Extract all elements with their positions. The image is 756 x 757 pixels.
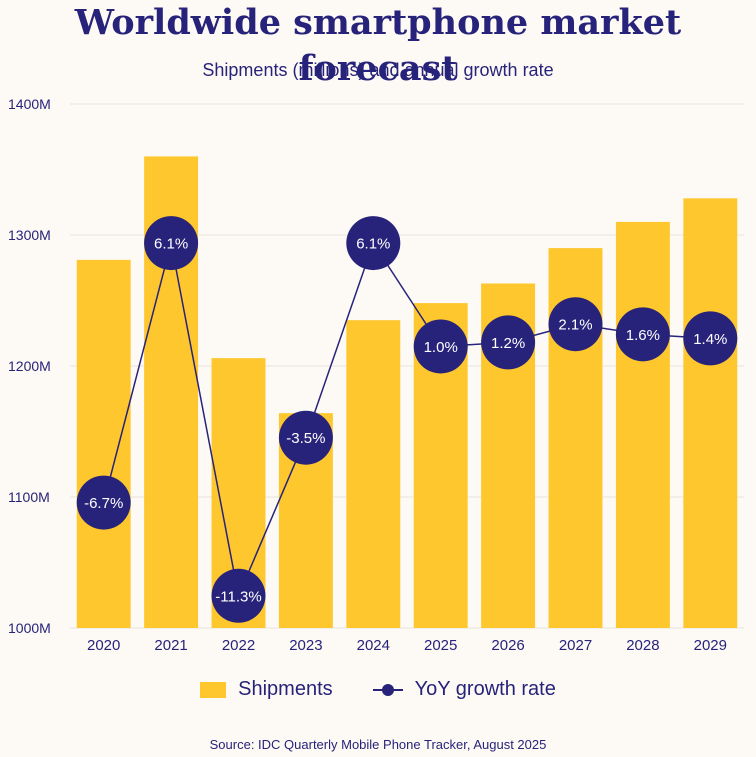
growth-data-label: -6.7% xyxy=(84,495,123,512)
shipments-bar xyxy=(346,320,401,628)
y-tick-label: 1100M xyxy=(8,489,50,505)
shipments-bar xyxy=(76,259,131,628)
growth-marker xyxy=(346,216,401,271)
growth-marker xyxy=(413,319,468,374)
shipments-bar xyxy=(683,198,738,628)
growth-marker xyxy=(481,315,536,370)
x-tick-label: 2023 xyxy=(289,637,322,654)
y-tick-label: 1200M xyxy=(8,358,51,374)
growth-marker xyxy=(76,475,131,530)
x-tick-label: 2027 xyxy=(559,637,592,654)
growth-data-label: 1.4% xyxy=(693,331,727,348)
chart-title: Worldwide smartphone market forecast xyxy=(74,2,682,89)
y-tick-label: 1000M xyxy=(8,620,51,636)
y-axis: 1000M 1100M 1200M 1300M 1400M xyxy=(8,96,51,636)
growth-marker xyxy=(144,216,199,271)
x-tick-label: 2029 xyxy=(694,637,727,654)
x-tick-label: 2025 xyxy=(424,637,457,654)
source-note: Source: IDC Quarterly Mobile Phone Track… xyxy=(209,737,547,752)
growth-line xyxy=(102,241,711,599)
growth-data-label: -11.3% xyxy=(215,588,261,605)
x-tick-label: 2024 xyxy=(357,637,390,654)
growth-marker xyxy=(278,410,333,465)
legend-label-shipments: Shipments xyxy=(238,678,333,700)
legend: Shipments YoY growth rate xyxy=(0,678,756,701)
y-tick-label: 1400M xyxy=(8,96,51,112)
growth-data-label: 1.2% xyxy=(491,335,525,352)
growth-data-label: 1.0% xyxy=(424,339,458,356)
growth-marker xyxy=(683,311,738,366)
x-tick-label: 2026 xyxy=(491,637,524,654)
growth-marker xyxy=(548,297,603,352)
x-tick-label: 2020 xyxy=(87,637,120,654)
growth-line-path xyxy=(102,241,711,599)
growth-data-label: 1.6% xyxy=(626,327,660,344)
growth-markers: -6.7% 6.1% -11.3% -3.5% 6.1% 1.0% 1.2% 2.1% 1.6%… xyxy=(76,216,738,623)
shipments-bar xyxy=(615,221,670,628)
growth-marker xyxy=(211,568,266,623)
legend-item-growth[interactable]: YoY growth rate xyxy=(372,678,556,701)
growth-data-label: 6.1% xyxy=(356,236,390,253)
growth-marker xyxy=(615,307,670,362)
legend-label-growth: YoY growth rate xyxy=(414,678,556,700)
chart-subtitle: Shipments (millions) and annual growth r… xyxy=(202,60,554,80)
growth-swatch xyxy=(372,682,403,698)
x-tick-label: 2022 xyxy=(222,637,255,654)
growth-data-label: -3.5% xyxy=(286,430,325,447)
growth-data-label: 2.1% xyxy=(558,317,592,334)
growth-data-label: 6.1% xyxy=(154,236,188,253)
legend-item-shipments[interactable]: Shipments xyxy=(200,678,333,701)
x-axis: 2020 2021 2022 2023 2024 2025 2026 2027 2028 2029 xyxy=(87,637,727,654)
y-tick-label: 1300M xyxy=(8,227,51,243)
x-tick-label: 2021 xyxy=(154,637,187,654)
x-tick-label: 2028 xyxy=(626,637,659,654)
shipments-swatch xyxy=(200,681,227,698)
